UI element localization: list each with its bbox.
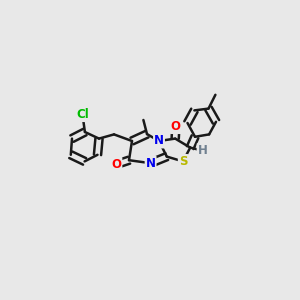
Text: S: S	[179, 155, 187, 168]
Text: O: O	[111, 158, 122, 171]
Text: N: N	[146, 157, 156, 170]
Text: O: O	[171, 120, 181, 133]
Text: H: H	[198, 144, 207, 157]
Text: N: N	[154, 134, 164, 148]
Text: Cl: Cl	[76, 108, 89, 121]
